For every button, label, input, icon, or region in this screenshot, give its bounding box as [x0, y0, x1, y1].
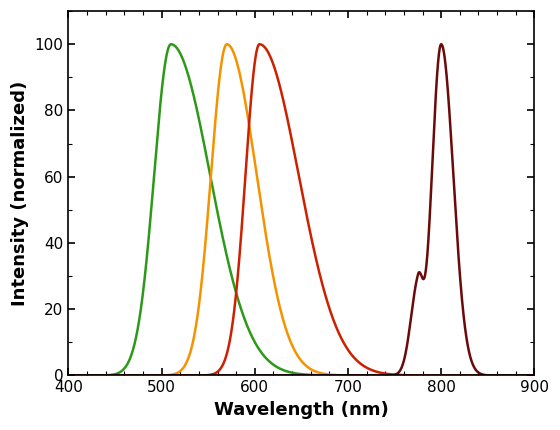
Y-axis label: Intensity (normalized): Intensity (normalized)	[11, 81, 29, 306]
X-axis label: Wavelength (nm): Wavelength (nm)	[214, 401, 389, 419]
